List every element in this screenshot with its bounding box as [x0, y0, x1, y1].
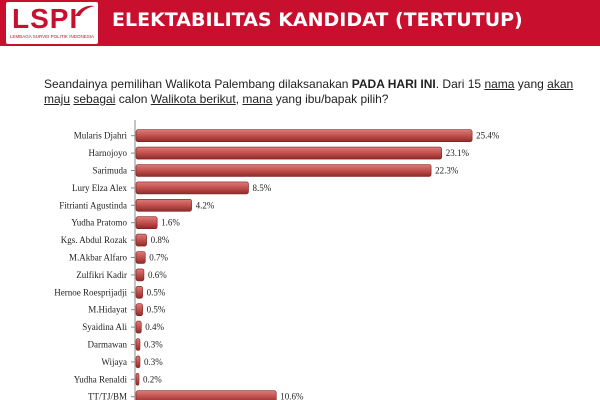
logo-text: LSPI [12, 3, 79, 34]
category-label: Yudha Renaldi [74, 374, 128, 384]
bar [135, 338, 141, 351]
question-underline-2: akan maju [44, 77, 574, 106]
value-label: 0.5% [147, 287, 166, 297]
bar-chart: Mularis Djahri 25.4% Harnojoyo 23.1% Sarimud… [54, 120, 500, 400]
value-label: 1.6% [161, 218, 180, 228]
value-label: 0.5% [147, 305, 166, 315]
header-banner: LSPI LEMBAGA SURVEI POLITIK INDONESIA EL… [0, 0, 600, 46]
bar [135, 355, 141, 369]
category-label: Harnojoyo [89, 148, 128, 158]
value-label: 10.6% [280, 392, 304, 400]
category-label: Mularis Djahri [74, 131, 128, 141]
value-label: 0.3% [144, 357, 163, 367]
question-underline-5: mana [242, 92, 273, 106]
logo-swoosh-icon [75, 5, 95, 16]
question-text-3: yang [514, 77, 548, 91]
bar [135, 286, 143, 299]
value-label: 25.4% [476, 131, 500, 141]
category-label: Kgs. Abdul Rozak [61, 235, 128, 245]
category-label: Yudha Pratomo [71, 218, 127, 228]
bar [135, 199, 192, 212]
category-label: M.Akbar Alfaro [69, 253, 127, 263]
bar [135, 164, 432, 177]
category-label: Wijaya [101, 357, 127, 367]
question-underline-3: sebagai [73, 92, 116, 106]
value-label: 0.4% [145, 322, 164, 332]
value-label: 22.3% [435, 166, 459, 176]
question-emphasis: PADA HARI INI [351, 77, 436, 91]
bar [135, 181, 249, 195]
category-label: TT/TJ/BM [88, 392, 127, 400]
category-label: Sarimuda [93, 166, 128, 176]
question-text-7: yang ibu/bapak pilih? [272, 92, 389, 106]
bar [135, 129, 473, 142]
question-text-6: , [235, 92, 243, 106]
page-title: ELEKTABILITAS KANDIDAT (TERTUTUP) [112, 9, 523, 31]
category-label: Hernoe Roesprijadji [54, 287, 127, 297]
category-label: M.Hidayat [88, 305, 127, 315]
lspi-logo: LSPI LEMBAGA SURVEI POLITIK INDONESIA [6, 2, 98, 44]
value-label: 0.8% [151, 235, 170, 245]
bar [135, 303, 143, 316]
value-label: 0.7% [149, 253, 168, 263]
value-label: 4.2% [196, 200, 215, 210]
bar [135, 268, 145, 282]
bar [135, 320, 142, 334]
bar [135, 251, 146, 264]
question-text-5: calon [115, 92, 151, 106]
question-text-1: Seandainya pemilihan Walikota Palembang … [44, 77, 352, 91]
value-label: 8.5% [252, 183, 271, 193]
category-label: Lury Elza Alex [72, 183, 127, 193]
question-underline-4: Walikota berikut [150, 92, 236, 106]
bar [135, 146, 442, 160]
question-text-2: . Dari 15 [435, 77, 485, 91]
category-label: Zulfikri Kadir [76, 270, 127, 280]
value-label: 0.6% [148, 270, 167, 280]
value-label: 0.3% [144, 340, 163, 350]
survey-question: Seandainya pemilihan Walikota Palembang … [44, 77, 584, 107]
bar [135, 233, 147, 247]
value-label: 0.2% [143, 374, 162, 384]
value-label: 23.1% [446, 148, 470, 158]
bar [135, 373, 140, 386]
category-label: Syaidina Ali [82, 322, 127, 332]
logo-subtitle: LEMBAGA SURVEI POLITIK INDONESIA [10, 34, 94, 39]
bar [135, 216, 158, 229]
bar [135, 390, 277, 400]
question-underline-1: nama [484, 77, 515, 91]
category-label: Darmawan [88, 340, 128, 350]
category-label: Fitrianti Agustinda [59, 200, 127, 210]
